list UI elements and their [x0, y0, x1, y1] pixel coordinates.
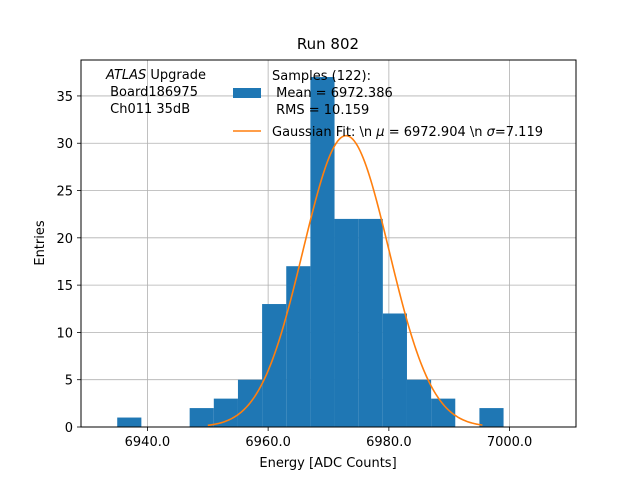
- x-axis-ticks: 6940.0 6960.0 6980.0 7000.0: [125, 427, 533, 450]
- legend: Samples (122): Mean = 6972.386 RMS = 10.…: [233, 69, 543, 140]
- histogram-bar: [406, 379, 432, 427]
- plot-frame: [80, 59, 577, 428]
- histogram-bar: [189, 408, 214, 427]
- legend-fit-suffix: =7.119: [495, 125, 543, 140]
- x-tick-label: 6940.0: [125, 435, 171, 450]
- chart-title: Run 802: [297, 35, 359, 53]
- histogram-bar: [479, 408, 504, 427]
- atlas-label: ATLAS: [105, 68, 146, 83]
- board-label: Board186975: [106, 85, 198, 100]
- histogram-bar: [382, 313, 407, 427]
- y-tick-label: 0: [65, 421, 73, 436]
- histogram-bar: [286, 266, 311, 427]
- y-axis-label: Entries: [33, 220, 48, 266]
- legend-fit-mid: = 6972.904 \n: [385, 125, 487, 140]
- histogram-bar: [334, 218, 359, 427]
- legend-fit-mu: μ: [375, 125, 384, 140]
- y-tick-label: 10: [56, 326, 73, 341]
- histogram-bars: [117, 77, 504, 428]
- upgrade-label: Upgrade: [146, 68, 206, 83]
- x-axis-label: Energy [ADC Counts]: [259, 456, 396, 471]
- annotation-line-1: ATLAS Upgrade: [105, 68, 206, 83]
- histogram-bar: [117, 417, 142, 427]
- x-tick-label: 6980.0: [366, 435, 412, 450]
- legend-fit-label: Gaussian Fit: \n μ = 6972.904 \n σ=7.119: [272, 125, 543, 140]
- legend-histogram-line-2: Mean = 6972.386: [272, 86, 393, 101]
- y-tick-label: 35: [56, 90, 73, 105]
- legend-fit-prefix: Gaussian Fit: \n: [272, 125, 376, 140]
- legend-histogram-swatch: [233, 88, 261, 98]
- x-tick-label: 7000.0: [487, 435, 533, 450]
- histogram-bar: [358, 218, 383, 427]
- legend-fit-sigma: σ: [487, 125, 496, 140]
- gaussian-fit-curve: [207, 134, 483, 427]
- x-tick-label: 6960.0: [245, 435, 291, 450]
- histogram-bar: [310, 77, 335, 428]
- channel-label: Ch011 35dB: [106, 102, 190, 117]
- y-tick-label: 15: [56, 279, 73, 294]
- histogram-bar: [213, 398, 238, 427]
- y-tick-label: 5: [65, 374, 73, 389]
- atlas-annotation: ATLAS Upgrade Board186975 Ch011 35dB: [105, 68, 206, 117]
- legend-histogram-line-1: Samples (122):: [272, 69, 371, 84]
- histogram-bar: [262, 304, 287, 427]
- y-tick-label: 25: [56, 185, 73, 200]
- y-axis-ticks: 0 5 10 15 20 25 30 35: [56, 90, 81, 436]
- legend-histogram-line-3: RMS = 10.159: [272, 103, 369, 118]
- y-tick-label: 20: [56, 232, 73, 247]
- y-tick-label: 30: [56, 137, 73, 152]
